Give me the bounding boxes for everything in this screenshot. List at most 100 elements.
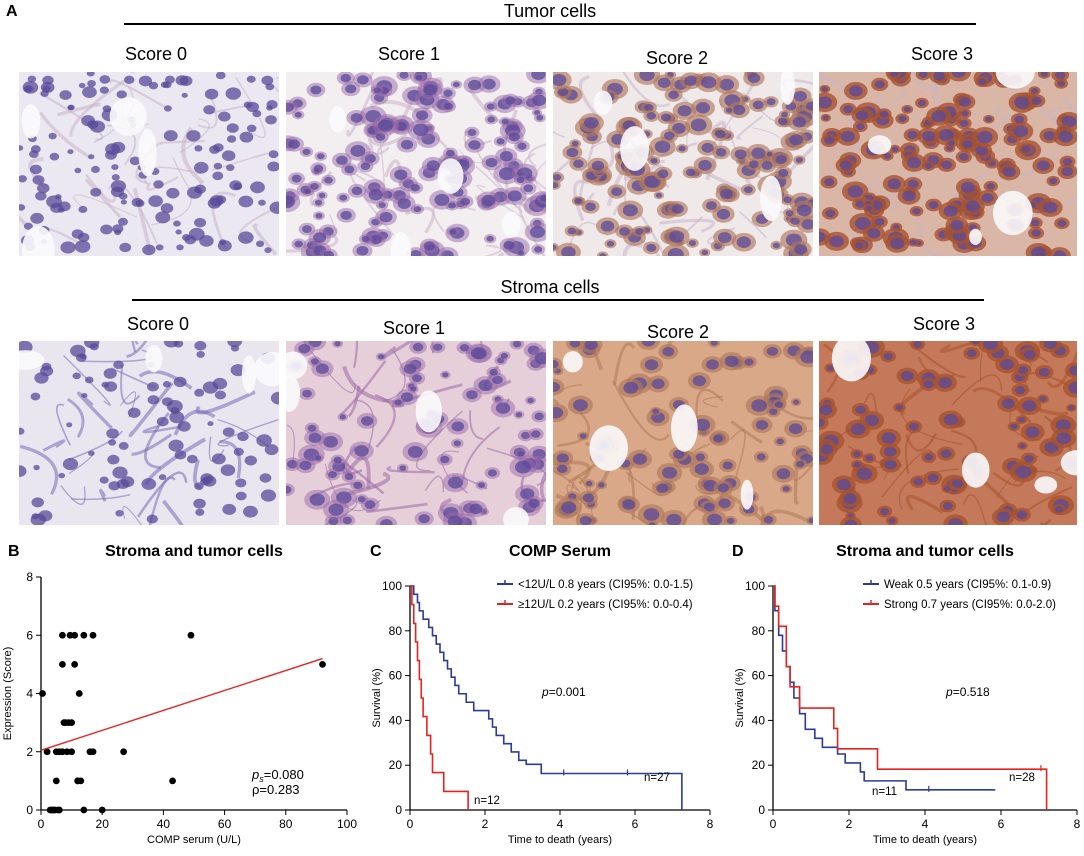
stroma-fiber <box>386 465 435 474</box>
lumen <box>19 350 45 370</box>
nucleus <box>360 162 371 171</box>
nucleus <box>209 145 220 154</box>
nucleus <box>561 501 577 514</box>
nucleus <box>36 183 50 194</box>
nucleus <box>207 197 222 209</box>
x-tick-label: 0 <box>770 817 777 831</box>
nucleus <box>356 246 369 256</box>
nucleus <box>938 128 954 142</box>
nucleus <box>238 195 254 208</box>
nucleus <box>668 230 685 243</box>
stroma-fiber <box>67 430 123 461</box>
nucleus <box>423 241 436 251</box>
nucleus <box>879 110 889 118</box>
nucleus <box>996 511 1011 523</box>
nucleus <box>148 195 163 207</box>
nucleus <box>1053 250 1067 256</box>
nucleus <box>81 115 95 127</box>
stroma-fiber <box>475 165 524 214</box>
nucleus <box>59 90 72 100</box>
nucleus <box>163 341 179 348</box>
n-label: n=27 <box>644 772 670 784</box>
nucleus <box>933 72 946 81</box>
lumen <box>670 404 698 452</box>
nucleus <box>881 432 896 444</box>
x-tick-label: 8 <box>707 817 714 831</box>
stroma-fiber <box>73 194 138 218</box>
p-value-prefix: p <box>945 685 953 699</box>
nucleus <box>826 365 835 371</box>
nucleus <box>500 352 509 359</box>
nucleus <box>32 175 45 185</box>
nucleus <box>103 368 117 379</box>
y-tick-label: 40 <box>752 713 766 727</box>
nucleus <box>795 157 803 163</box>
nucleus <box>57 207 65 213</box>
nucleus <box>1056 432 1072 445</box>
nucleus <box>451 421 465 432</box>
nucleus <box>350 113 363 123</box>
nucleus <box>566 147 579 158</box>
lumen <box>437 158 464 194</box>
legend-label: <12U/L 0.8 years (CI95%: 0.0-1.5) <box>518 579 693 591</box>
nucleus <box>442 372 449 378</box>
nucleus <box>377 119 394 132</box>
nucleus <box>579 515 592 525</box>
data-point <box>187 631 195 639</box>
nucleus <box>890 237 905 250</box>
nucleus <box>1019 443 1026 449</box>
nucleus <box>761 161 773 170</box>
stroma-score-1-label: Score 1 <box>382 318 446 338</box>
nucleus <box>844 519 858 525</box>
stroma-fiber <box>76 391 113 430</box>
nucleus <box>557 87 569 97</box>
nucleus <box>58 472 66 479</box>
nucleus <box>30 145 41 154</box>
nucleus <box>302 148 311 155</box>
nucleus <box>908 422 919 431</box>
nucleus <box>867 228 881 239</box>
nucleus <box>701 142 714 153</box>
stroma-fiber <box>56 403 71 446</box>
nucleus <box>160 203 174 214</box>
nucleus <box>19 465 27 477</box>
nucleus <box>573 159 584 169</box>
nucleus <box>498 167 515 181</box>
nucleus <box>654 140 671 153</box>
nucleus <box>354 445 369 457</box>
stroma-fiber <box>162 499 184 525</box>
nucleus <box>179 75 193 86</box>
nucleus <box>744 358 754 366</box>
nucleus <box>600 220 615 232</box>
nucleus <box>641 341 656 347</box>
legend-label: Strong 0.7 years (CI95%: 0.0-2.0) <box>884 599 1056 611</box>
panel-letter: B <box>8 543 20 560</box>
nucleus <box>796 204 812 217</box>
nucleus <box>288 139 300 149</box>
nucleus <box>887 178 901 190</box>
nucleus <box>567 227 577 235</box>
nucleus <box>937 377 952 389</box>
lumen <box>415 390 443 433</box>
stroma-fiber <box>476 184 524 219</box>
nucleus <box>965 200 980 212</box>
nucleus <box>163 130 178 142</box>
nucleus <box>752 100 764 110</box>
nucleus <box>229 180 242 191</box>
nucleus <box>19 341 33 354</box>
nucleus <box>907 130 918 140</box>
nucleus <box>233 447 244 456</box>
nucleus <box>142 244 156 256</box>
lumen <box>241 355 257 394</box>
stroma-fiber <box>612 380 670 441</box>
nucleus <box>161 397 173 407</box>
data-point <box>71 660 79 668</box>
lumen <box>992 190 1033 236</box>
n-label: n=12 <box>474 795 500 807</box>
nucleus <box>966 349 977 358</box>
y-tick-label: 0 <box>26 803 33 817</box>
nucleus <box>684 75 698 86</box>
nucleus <box>639 72 655 82</box>
lumen <box>969 228 982 246</box>
nucleus <box>361 235 370 243</box>
